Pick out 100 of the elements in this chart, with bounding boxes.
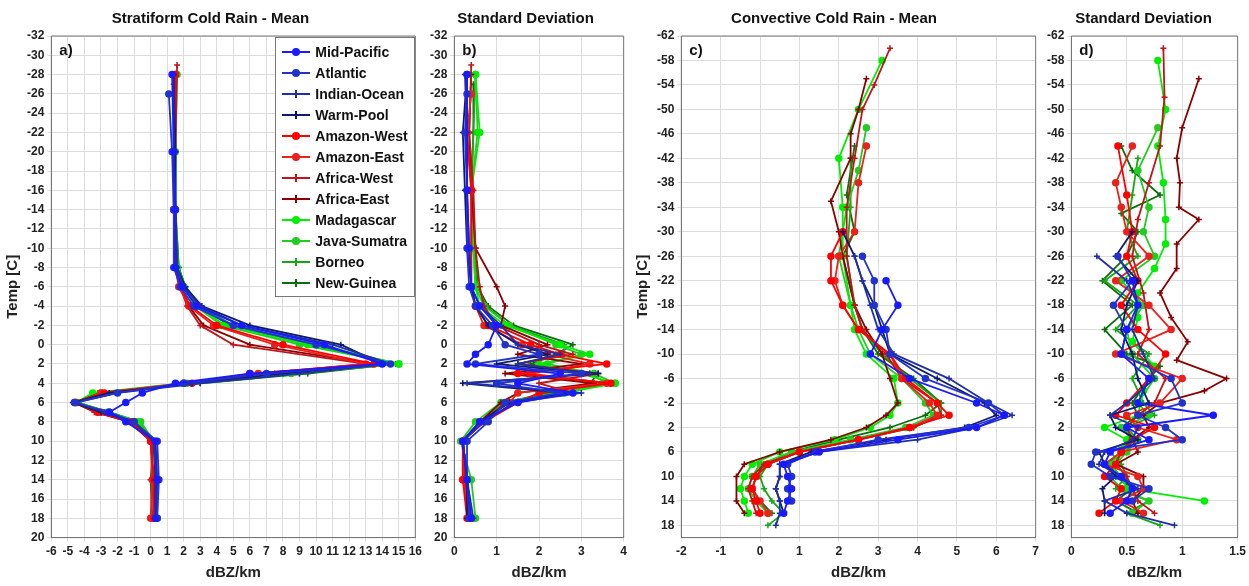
x-tick-label: 5 bbox=[953, 544, 961, 559]
legend-label: Africa-East bbox=[315, 190, 390, 207]
legend-label: Indian-Ocean bbox=[315, 85, 404, 102]
y-tick-label: -46 bbox=[657, 126, 675, 141]
x-tick-label: -2 bbox=[112, 544, 124, 559]
y-tick-label: 18 bbox=[433, 510, 448, 525]
y-tick-label: -42 bbox=[657, 150, 675, 165]
legend-label: Mid-Pacific bbox=[315, 43, 390, 60]
y-tick-label: -46 bbox=[1047, 126, 1065, 141]
x-tick-label: 7 bbox=[1032, 544, 1040, 559]
y-tick-label: 0 bbox=[37, 336, 45, 351]
chart-title: Standard Deviation bbox=[457, 9, 594, 27]
y-tick-label: 18 bbox=[30, 510, 45, 525]
y-tick-label: -18 bbox=[430, 163, 448, 178]
y-tick-label: 6 bbox=[440, 394, 448, 409]
y-tick-label: -2 bbox=[436, 317, 448, 332]
y-tick-label: -62 bbox=[1047, 28, 1065, 43]
y-tick-label: -6 bbox=[436, 279, 448, 294]
y-tick-label: 16 bbox=[433, 491, 448, 506]
x-tick-label: 3 bbox=[874, 544, 882, 559]
x-tick-label: 10 bbox=[309, 544, 324, 559]
x-tick-label: 3 bbox=[577, 544, 585, 559]
y-tick-label: -24 bbox=[27, 105, 45, 120]
y-tick-label: -10 bbox=[430, 240, 448, 255]
y-tick-label: -22 bbox=[27, 124, 45, 139]
x-tick-label: 5 bbox=[229, 544, 237, 559]
y-tick-label: -12 bbox=[430, 221, 448, 236]
y-tick-label: 6 bbox=[1057, 444, 1065, 459]
y-tick-label: 14 bbox=[660, 493, 675, 508]
y-tick-label: -54 bbox=[657, 77, 675, 92]
y-tick-label: -10 bbox=[27, 240, 45, 255]
y-tick-label: -26 bbox=[430, 86, 448, 101]
annotation: c) bbox=[689, 40, 703, 58]
y-tick-label: 14 bbox=[433, 472, 448, 487]
y-tick-label: 10 bbox=[1050, 468, 1065, 483]
y-tick-label: -30 bbox=[27, 47, 45, 62]
y-tick-label: -10 bbox=[657, 346, 675, 361]
x-tick-label: 3 bbox=[196, 544, 204, 559]
x-tick-label: 7 bbox=[263, 544, 271, 559]
x-tick-label: 15 bbox=[392, 544, 406, 559]
y-tick-label: 18 bbox=[660, 517, 675, 532]
x-tick-label: 4 bbox=[914, 544, 922, 559]
y-tick-label: 4 bbox=[37, 375, 45, 390]
x-tick-label: 13 bbox=[359, 544, 373, 559]
y-axis-title: Temp [C] bbox=[633, 254, 651, 319]
y-tick-label: -6 bbox=[33, 279, 45, 294]
x-tick-label: 2 bbox=[835, 544, 843, 559]
annotation: b) bbox=[462, 40, 477, 58]
y-tick-label: -14 bbox=[430, 201, 448, 216]
y-tick-label: -22 bbox=[657, 273, 675, 287]
x-tick-label: 16 bbox=[408, 544, 423, 559]
y-tick-label: 2 bbox=[667, 419, 675, 434]
y-tick-label: 2 bbox=[37, 356, 45, 371]
x-tick-label: 4 bbox=[213, 544, 221, 559]
y-tick-label: -2 bbox=[33, 317, 45, 332]
x-axis-title: dBZ/km bbox=[1126, 563, 1183, 581]
x-axis-title: dBZ/km bbox=[831, 563, 887, 581]
y-tick-label: 6 bbox=[37, 394, 45, 409]
y-tick-label: -50 bbox=[657, 101, 675, 116]
x-tick-label: 0 bbox=[756, 544, 764, 559]
y-tick-label: -62 bbox=[657, 28, 675, 43]
chart-title: Convective Cold Rain - Mean bbox=[731, 9, 937, 27]
y-tick-label: 12 bbox=[30, 452, 45, 467]
y-tick-label: 2 bbox=[1057, 419, 1065, 434]
y-tick-label: 10 bbox=[433, 433, 448, 448]
annotation: a) bbox=[59, 40, 73, 58]
x-tick-label: 0 bbox=[147, 544, 155, 559]
x-tick-label: 11 bbox=[326, 544, 340, 559]
y-tick-label: 6 bbox=[667, 444, 675, 459]
x-tick-label: 8 bbox=[279, 544, 287, 559]
x-tick-label: 12 bbox=[342, 544, 357, 559]
chart-title: Standard Deviation bbox=[1075, 9, 1212, 27]
y-tick-label: -18 bbox=[1047, 297, 1065, 312]
x-tick-label: 4 bbox=[620, 544, 628, 559]
legend-label: Africa-West bbox=[315, 169, 393, 186]
legend-label: Madagascar bbox=[315, 211, 397, 228]
legend-label: Warm-Pool bbox=[315, 106, 389, 123]
x-tick-label: -1 bbox=[715, 544, 727, 559]
y-tick-label: -14 bbox=[27, 201, 45, 216]
x-tick-label: 6 bbox=[246, 544, 254, 559]
y-tick-label: -22 bbox=[430, 124, 448, 139]
x-tick-label: -1 bbox=[128, 544, 140, 559]
x-tick-label: 6 bbox=[992, 544, 1000, 559]
y-tick-label: -26 bbox=[27, 86, 45, 101]
y-tick-label: 10 bbox=[30, 433, 45, 448]
x-tick-label: 0 bbox=[1068, 544, 1075, 559]
x-tick-label: 2 bbox=[535, 544, 543, 559]
y-tick-label: 10 bbox=[660, 468, 675, 483]
y-tick-label: -38 bbox=[1047, 175, 1065, 190]
legend-label: Atlantic bbox=[315, 64, 367, 81]
y-tick-label: -24 bbox=[430, 105, 448, 120]
y-tick-label: 20 bbox=[30, 529, 45, 544]
legend-label: Java-Sumatra bbox=[315, 232, 408, 249]
chart-title: Stratiform Cold Rain - Mean bbox=[111, 9, 310, 27]
y-tick-label: -4 bbox=[33, 298, 45, 313]
y-tick-label: -6 bbox=[663, 370, 675, 385]
y-axis-title: Temp [C] bbox=[3, 254, 21, 319]
y-tick-label: 16 bbox=[30, 491, 45, 506]
x-tick-label: 14 bbox=[375, 544, 390, 559]
y-tick-label: -4 bbox=[436, 298, 448, 313]
